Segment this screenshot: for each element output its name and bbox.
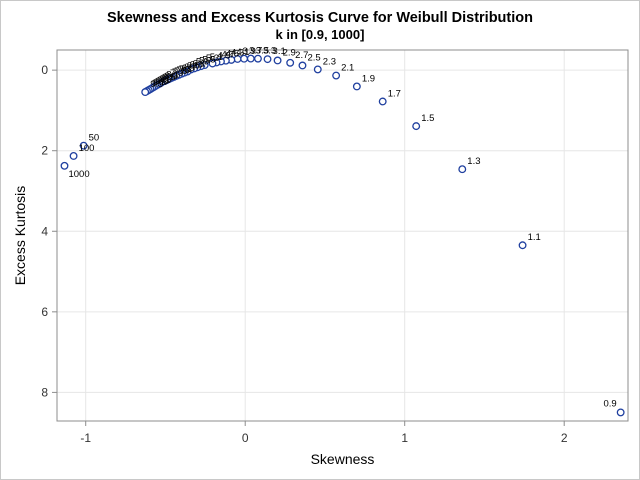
data-point — [332, 71, 341, 80]
data-point — [286, 58, 295, 67]
point-label: 5.7 — [199, 55, 212, 66]
point-label: 2.9 — [283, 47, 296, 58]
data-point — [141, 88, 150, 97]
x-tick-label: 0 — [242, 431, 249, 445]
point-label: 9.1 — [157, 75, 170, 86]
chart-subtitle: k in [0.9, 1000] — [275, 27, 365, 42]
point-labels: 0.91.11.31.51.71.92.12.32.52.72.93.13.33… — [68, 46, 616, 410]
point-label: 4.5 — [226, 48, 239, 59]
point-label: 6.9 — [181, 63, 194, 74]
data-point — [69, 151, 78, 160]
point-label: 1.9 — [362, 73, 375, 84]
point-label: 2.5 — [307, 52, 320, 63]
point-label: 3.1 — [273, 46, 286, 57]
point-label: 1.1 — [528, 232, 541, 243]
data-point — [208, 59, 217, 68]
data-point — [263, 55, 272, 64]
point-label: 7.1 — [179, 64, 192, 75]
point-label: 8.3 — [164, 71, 177, 82]
y-axis-label: Excess Kurtosis — [12, 186, 28, 286]
point-label: 9.5 — [154, 77, 167, 88]
data-point — [378, 97, 387, 106]
data-point — [298, 61, 307, 70]
point-label: 4.3 — [231, 48, 244, 59]
point-label: 50 — [89, 133, 100, 144]
point-label: 0.9 — [603, 398, 616, 409]
y-axis: 0 2 4 6 8 — [41, 63, 57, 399]
chart-title: Skewness and Excess Kurtosis Curve for W… — [107, 10, 533, 26]
data-point — [352, 82, 361, 91]
data-point — [518, 241, 527, 250]
point-label: 8.7 — [161, 73, 174, 84]
point-label: 9.3 — [155, 76, 168, 87]
plot-area — [56, 49, 629, 422]
y-tick-label: 4 — [41, 224, 48, 238]
data-point — [60, 161, 69, 170]
y-tick-label: 0 — [41, 63, 48, 77]
point-label: 2.3 — [323, 56, 336, 67]
point-label: 6.5 — [187, 61, 200, 72]
point-label: 1.5 — [421, 113, 434, 124]
point-label: 5.1 — [210, 52, 223, 63]
point-label: 1.3 — [467, 156, 480, 167]
point-label: 5.3 — [206, 53, 219, 64]
point-label: 6.1 — [192, 59, 205, 70]
point-label: 7.5 — [174, 66, 187, 77]
point-label: 1.7 — [388, 88, 401, 99]
data-point — [458, 165, 467, 174]
point-label: 6.7 — [184, 62, 197, 73]
gridlines — [57, 50, 628, 421]
x-tick-label: 1 — [401, 431, 408, 445]
point-label: 8.1 — [166, 70, 179, 81]
point-label: 3.9 — [243, 46, 256, 57]
point-label: 2.7 — [295, 50, 308, 61]
point-label: 3.5 — [256, 46, 269, 57]
x-axis: -1 0 1 2 — [80, 421, 568, 445]
point-label: 3.3 — [263, 46, 276, 57]
point-label: 7.9 — [170, 68, 183, 79]
point-label: 7.3 — [177, 65, 190, 76]
data-point — [79, 141, 88, 150]
point-label: 4.1 — [236, 47, 249, 58]
point-label: 9.9 — [150, 79, 163, 90]
y-tick-label: 6 — [41, 305, 48, 319]
point-label: 2.1 — [341, 63, 354, 74]
x-tick-label: -1 — [80, 431, 91, 445]
y-tick-label: 8 — [41, 385, 48, 399]
point-label: 5.5 — [202, 54, 215, 65]
data-point — [273, 56, 282, 65]
point-label: 3.7 — [249, 46, 262, 57]
data-point — [412, 122, 421, 131]
point-label: 5.9 — [196, 57, 209, 68]
data-point — [313, 65, 322, 74]
point-label: 100 — [79, 143, 95, 154]
point-label: 4.9 — [218, 50, 231, 61]
x-tick-label: 2 — [561, 431, 568, 445]
y-tick-label: 2 — [41, 144, 48, 158]
data-points — [60, 54, 625, 417]
point-label: 8.5 — [162, 72, 175, 83]
point-label: 1000 — [68, 169, 89, 180]
point-label: 9.7 — [152, 78, 165, 89]
data-point — [616, 408, 625, 417]
x-axis-label: Skewness — [311, 451, 375, 467]
point-label: 7.7 — [172, 67, 185, 78]
point-label: 8.9 — [159, 74, 172, 85]
point-label: 4.7 — [221, 49, 234, 60]
point-label: 6.3 — [190, 60, 203, 71]
